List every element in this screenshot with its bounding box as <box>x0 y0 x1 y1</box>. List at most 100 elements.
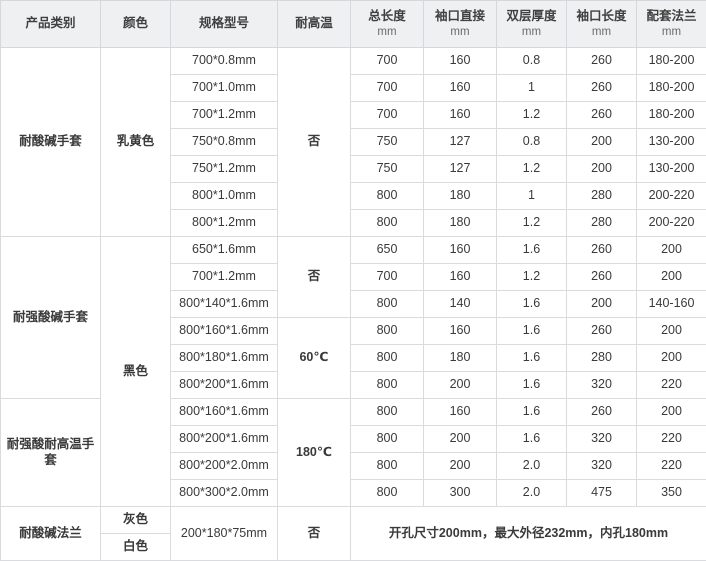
category-cell: 耐酸碱手套 <box>1 48 101 237</box>
matching-flange-cell: 220 <box>637 453 706 480</box>
double-thickness-cell: 1.2 <box>497 156 567 183</box>
cuff-diameter-cell: 160 <box>424 264 497 291</box>
column-header-heat-resistance: 耐高温 <box>278 1 351 48</box>
matching-flange-cell: 220 <box>637 372 706 399</box>
double-thickness-cell: 1.6 <box>497 345 567 372</box>
model-cell: 200*180*75mm <box>171 507 278 561</box>
matching-flange-cell: 130-200 <box>637 156 706 183</box>
double-thickness-cell: 1.6 <box>497 291 567 318</box>
cuff-length-cell: 320 <box>567 426 637 453</box>
double-thickness-cell: 1.6 <box>497 318 567 345</box>
double-thickness-cell: 1.6 <box>497 237 567 264</box>
cuff-length-cell: 280 <box>567 345 637 372</box>
double-thickness-cell: 1 <box>497 183 567 210</box>
flange-note-cell: 开孔尺寸200mm，最大外径232mm，内孔180mm <box>351 507 706 561</box>
column-header-color-label: 颜色 <box>123 16 148 30</box>
cuff-length-cell: 200 <box>567 129 637 156</box>
cuff-diameter-cell: 160 <box>424 399 497 426</box>
model-cell: 700*1.2mm <box>171 102 278 129</box>
column-header-total-length-unit: mm <box>353 25 421 39</box>
heat-resistance-cell: 否 <box>278 48 351 237</box>
cuff-diameter-cell: 160 <box>424 237 497 264</box>
cuff-length-cell: 280 <box>567 183 637 210</box>
column-header-matching-flange-label: 配套法兰 <box>646 9 696 23</box>
model-cell: 700*1.2mm <box>171 264 278 291</box>
model-cell: 800*1.2mm <box>171 210 278 237</box>
matching-flange-cell: 200 <box>637 264 706 291</box>
column-header-total-length-label: 总长度 <box>368 9 406 23</box>
column-header-category: 产品类别 <box>1 1 101 48</box>
double-thickness-cell: 1 <box>497 75 567 102</box>
column-header-cuff-length-label: 袖口长度 <box>576 9 626 23</box>
total-length-cell: 800 <box>351 372 424 399</box>
color-cell: 黑色 <box>101 237 171 507</box>
column-header-matching-flange-unit: mm <box>639 25 704 39</box>
double-thickness-cell: 1.6 <box>497 399 567 426</box>
column-header-cuff-diameter-unit: mm <box>426 25 494 39</box>
cuff-length-cell: 320 <box>567 453 637 480</box>
total-length-cell: 700 <box>351 102 424 129</box>
heat-resistance-cell: 60℃ <box>278 318 351 399</box>
model-cell: 750*0.8mm <box>171 129 278 156</box>
double-thickness-cell: 2.0 <box>497 453 567 480</box>
matching-flange-cell: 140-160 <box>637 291 706 318</box>
matching-flange-cell: 220 <box>637 426 706 453</box>
cuff-length-cell: 260 <box>567 237 637 264</box>
cuff-diameter-cell: 200 <box>424 426 497 453</box>
color-cell: 乳黄色 <box>101 48 171 237</box>
matching-flange-cell: 180-200 <box>637 102 706 129</box>
cuff-length-cell: 260 <box>567 318 637 345</box>
double-thickness-cell: 1.6 <box>497 426 567 453</box>
total-length-cell: 800 <box>351 318 424 345</box>
model-cell: 800*160*1.6mm <box>171 318 278 345</box>
column-header-cuff-diameter: 袖口直接 mm <box>424 1 497 48</box>
total-length-cell: 800 <box>351 210 424 237</box>
cuff-length-cell: 260 <box>567 264 637 291</box>
total-length-cell: 750 <box>351 129 424 156</box>
matching-flange-cell: 130-200 <box>637 129 706 156</box>
model-cell: 650*1.6mm <box>171 237 278 264</box>
matching-flange-cell: 200-220 <box>637 210 706 237</box>
matching-flange-cell: 200 <box>637 399 706 426</box>
total-length-cell: 750 <box>351 156 424 183</box>
cuff-diameter-cell: 160 <box>424 48 497 75</box>
column-header-heat-resistance-label: 耐高温 <box>295 16 333 30</box>
matching-flange-cell: 180-200 <box>637 48 706 75</box>
column-header-double-thickness-unit: mm <box>499 25 564 39</box>
cuff-diameter-cell: 200 <box>424 372 497 399</box>
cuff-diameter-cell: 160 <box>424 318 497 345</box>
color-cell: 灰色 <box>101 507 171 534</box>
total-length-cell: 800 <box>351 345 424 372</box>
cuff-length-cell: 200 <box>567 291 637 318</box>
model-cell: 800*200*1.6mm <box>171 372 278 399</box>
cuff-diameter-cell: 127 <box>424 129 497 156</box>
column-header-total-length: 总长度 mm <box>351 1 424 48</box>
column-header-double-thickness-label: 双层厚度 <box>506 9 556 23</box>
category-cell: 耐酸碱法兰 <box>1 507 101 561</box>
cuff-length-cell: 260 <box>567 102 637 129</box>
column-header-color: 颜色 <box>101 1 171 48</box>
model-cell: 800*180*1.6mm <box>171 345 278 372</box>
matching-flange-cell: 200 <box>637 237 706 264</box>
model-cell: 800*140*1.6mm <box>171 291 278 318</box>
cuff-length-cell: 320 <box>567 372 637 399</box>
matching-flange-cell: 200-220 <box>637 183 706 210</box>
double-thickness-cell: 1.2 <box>497 264 567 291</box>
total-length-cell: 800 <box>351 426 424 453</box>
model-cell: 800*200*1.6mm <box>171 426 278 453</box>
cuff-length-cell: 200 <box>567 156 637 183</box>
matching-flange-cell: 180-200 <box>637 75 706 102</box>
column-header-matching-flange: 配套法兰 mm <box>637 1 706 48</box>
total-length-cell: 800 <box>351 291 424 318</box>
double-thickness-cell: 1.2 <box>497 210 567 237</box>
cuff-diameter-cell: 200 <box>424 453 497 480</box>
total-length-cell: 700 <box>351 75 424 102</box>
heat-resistance-cell: 180℃ <box>278 399 351 507</box>
category-cell: 耐强酸碱手套 <box>1 237 101 399</box>
column-header-cuff-length-unit: mm <box>569 25 634 39</box>
total-length-cell: 800 <box>351 399 424 426</box>
